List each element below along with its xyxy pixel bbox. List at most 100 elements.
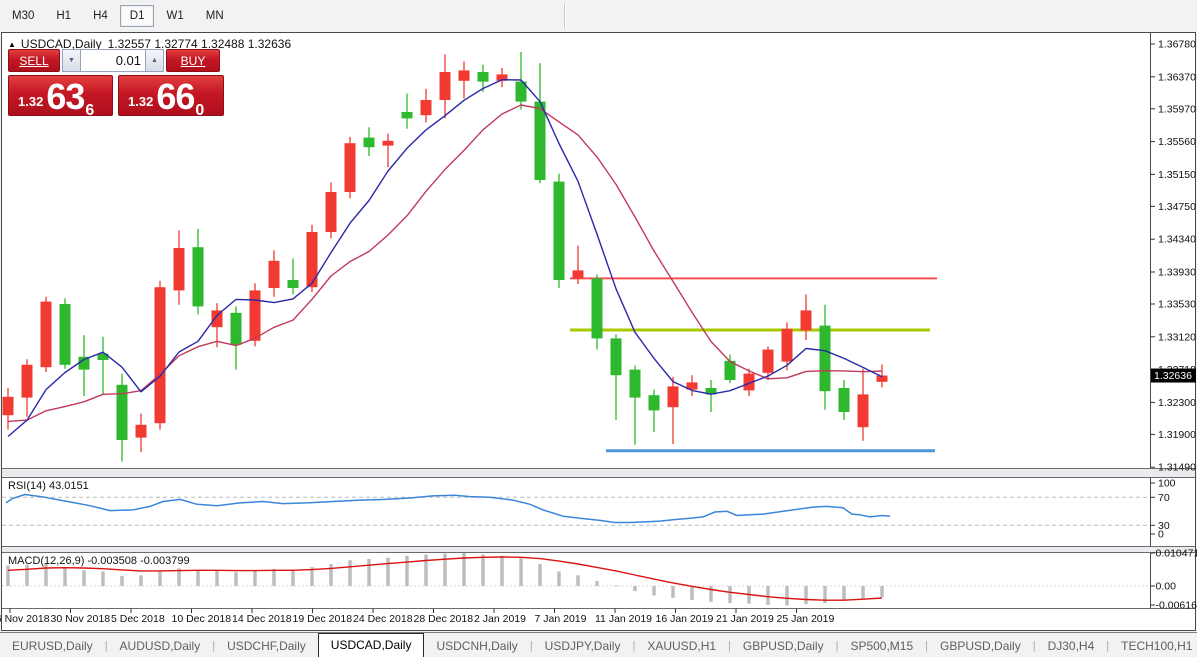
ask-pipette: 0 [195, 102, 205, 119]
timeframe-button-w1[interactable]: W1 [166, 9, 184, 22]
macd-bar [804, 586, 808, 605]
candle-body [420, 100, 432, 116]
candle-body [154, 287, 166, 424]
tab-audusd-daily[interactable]: AUDUSD,Daily [119, 638, 201, 653]
ask-big-digits: 66 [156, 76, 195, 117]
macd-bar [101, 571, 105, 586]
macd-bar [690, 586, 694, 600]
chevron-up-icon: ▲ [151, 57, 158, 64]
candle-body [382, 140, 394, 146]
buy-button[interactable]: BUY [166, 49, 220, 72]
candle-body [610, 338, 622, 376]
candle-body [59, 304, 71, 365]
ask-prefix: 1.32 [128, 94, 154, 109]
bid-pipette: 6 [85, 102, 95, 119]
price-axis-label: 1.33930 [1158, 267, 1196, 279]
timeframe-button-mn[interactable]: MN [205, 9, 224, 22]
macd-bar [728, 586, 732, 604]
date-axis-label: 26 Nov 2018 [0, 613, 50, 625]
macd-bar [139, 575, 143, 586]
tab-separator: | [212, 639, 216, 652]
timeframe-button-d1[interactable]: D1 [119, 4, 155, 27]
macd-bar [158, 571, 162, 586]
bid-quote-button[interactable]: 1.32 63 6 [8, 75, 113, 119]
tab-usdcnh-daily[interactable]: USDCNH,Daily [436, 638, 518, 653]
volume-down-button[interactable]: ▼ [62, 49, 81, 72]
horizontal-level-lines [570, 277, 937, 453]
candle-body [325, 192, 337, 232]
fast-ma-line [7, 78, 883, 438]
candle-body [572, 270, 584, 279]
date-axis-label: 10 Dec 2018 [172, 613, 232, 625]
current-price-tag [1151, 368, 1196, 383]
macd-bar [234, 572, 238, 586]
bid-big-digits: 63 [46, 76, 85, 117]
macd-bar [842, 586, 846, 601]
price-axis-label: 1.34340 [1158, 234, 1196, 246]
candle-body [857, 394, 869, 428]
price-axis-label: 1.36370 [1158, 71, 1196, 83]
price-axis-label: 1.32300 [1158, 397, 1196, 409]
tab-dj30-h4[interactable]: DJ30,H4 [1047, 638, 1095, 653]
tab-xauusd-h1[interactable]: XAUUSD,H1 [647, 638, 717, 653]
macd-bar [709, 586, 713, 602]
price-axis-label: 1.33120 [1158, 331, 1196, 343]
chart-ohlc-values: 1.32557 1.32774 1.32488 1.32636 [107, 37, 292, 51]
timeframe-button-m30[interactable]: M30 [12, 9, 35, 22]
tab-tech100-h1[interactable]: TECH100,H1 [1121, 638, 1193, 653]
panel-splitter[interactable] [2, 547, 1195, 552]
tab-usdjpy-daily[interactable]: USDJPY,Daily [544, 638, 621, 653]
price-axis-label: 1.33530 [1158, 299, 1196, 311]
macd-bar [253, 570, 257, 586]
sell-button[interactable]: SELL [8, 49, 60, 72]
macd-axis-label: 0.00 [1156, 581, 1177, 593]
candle-body [116, 384, 128, 440]
timeframe-button-h1[interactable]: H1 [56, 9, 72, 22]
volume-input[interactable] [81, 49, 145, 72]
tab-separator: | [104, 639, 108, 652]
candle-body [306, 232, 318, 288]
tab-separator: | [529, 639, 533, 652]
macd-bar [405, 555, 409, 586]
timeframe-toolbar: M30 H1 H4 D1 W1 MN [0, 0, 1197, 31]
candle-body [667, 386, 679, 408]
tab-usdcad-daily[interactable]: USDCAD,Daily [317, 632, 425, 657]
candle-body [686, 382, 698, 390]
tab-gbpusd-daily[interactable]: GBPUSD,Daily [940, 638, 1021, 653]
timeframe-button-h4[interactable]: H4 [93, 9, 108, 22]
macd-histogram [6, 553, 884, 606]
candle-body [192, 247, 204, 307]
candle-body [477, 72, 489, 82]
macd-bar [44, 563, 48, 586]
collapse-icon[interactable]: ▲ [8, 40, 16, 49]
macd-bar [215, 570, 219, 586]
macd-bar [557, 571, 561, 586]
tab-usdchf-daily[interactable]: USDCHF,Daily [227, 638, 306, 653]
macd-bar [25, 564, 29, 586]
macd-bar [367, 558, 371, 586]
macd-bar [6, 565, 10, 586]
tab-eurusd-daily[interactable]: EURUSD,Daily [12, 638, 93, 653]
tab-separator: | [835, 639, 839, 652]
candle-body [515, 81, 527, 102]
price-axis-label: 1.35150 [1158, 169, 1196, 181]
date-axis-label: 5 Dec 2018 [111, 613, 165, 625]
macd-signal-line [7, 556, 883, 601]
tab-gbpusd-daily[interactable]: GBPUSD,Daily [742, 638, 824, 653]
tab-sp500-m15[interactable]: SP500,M15 [850, 638, 914, 653]
panel-splitter[interactable] [2, 469, 1195, 477]
candle-body [838, 388, 850, 412]
date-axis-label: 30 Nov 2018 [51, 613, 111, 625]
candle-body [287, 280, 299, 288]
ask-quote-button[interactable]: 1.32 66 0 [118, 75, 224, 119]
rsi-axis-label: 100 [1158, 478, 1176, 490]
date-axis-label: 2 Jan 2019 [474, 613, 526, 625]
volume-up-button[interactable]: ▲ [145, 49, 164, 72]
tab-separator: | [1032, 639, 1036, 652]
candle-body [648, 395, 660, 411]
macd-bar [443, 553, 447, 586]
toolbar-separator [563, 2, 566, 29]
date-axis-label: 21 Jan 2019 [716, 613, 774, 625]
macd-bar [614, 585, 618, 587]
